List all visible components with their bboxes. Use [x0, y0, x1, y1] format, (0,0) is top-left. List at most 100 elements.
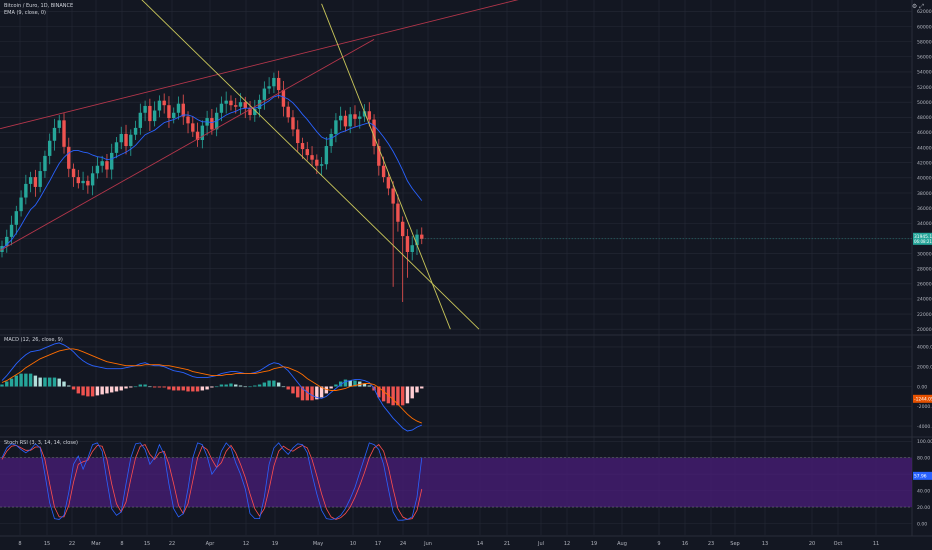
price-pane[interactable]: [0, 0, 912, 330]
candle-body: [124, 133, 128, 147]
macd-histogram-bar: [67, 385, 71, 387]
top-right-icons[interactable]: ⚙ ⤢: [912, 3, 924, 11]
candle-body: [43, 155, 47, 172]
stoch-value-tag: [913, 471, 932, 480]
macd-histogram-bar: [420, 386, 424, 389]
signal-line: [1, 348, 422, 424]
macd-histogram-bar: [86, 386, 90, 397]
candle-body: [324, 146, 329, 165]
x-tick-label: Aug: [617, 541, 627, 547]
macd-histogram-bar: [143, 384, 147, 387]
stoch-value-label: 57.96: [914, 473, 927, 479]
macd-histogram-bar: [71, 386, 76, 390]
candle-body: [238, 102, 243, 107]
macd-histogram-bar: [367, 385, 371, 387]
candle-body: [358, 116, 362, 119]
macd-histogram-bar: [276, 382, 281, 387]
candle-body: [415, 234, 419, 246]
x-tick-label: 12: [564, 541, 570, 547]
x-tick-label: Mar: [91, 541, 101, 547]
macd-histogram-bar: [381, 386, 386, 402]
candle-body: [229, 100, 233, 106]
candle-body: [38, 171, 42, 187]
y-tick-label: 56000.00: [917, 55, 932, 61]
x-tick-label: Apr: [206, 541, 216, 547]
macd-histogram-bar: [348, 380, 352, 387]
candle-body: [129, 134, 133, 147]
macd-histogram-bar: [28, 373, 33, 387]
channel-lower-line: [0, 38, 375, 251]
macd-histogram-bar: [219, 384, 224, 387]
y-tick-label: 46000.00: [917, 130, 932, 136]
candle-body: [9, 224, 14, 237]
candle-body: [396, 203, 400, 222]
candle-body: [28, 177, 33, 184]
candle-body: [286, 106, 290, 118]
macd-histogram-bar: [152, 386, 157, 388]
candle-body: [300, 143, 305, 150]
stoch-d-line: [1, 444, 423, 520]
macd-histogram-bar: [358, 381, 362, 387]
macd-histogram-bar: [286, 386, 290, 390]
macd-histogram-bar: [14, 375, 19, 387]
candle-body: [348, 114, 352, 127]
macd-histogram-bar: [19, 373, 23, 387]
macd-histogram-bar: [133, 386, 138, 388]
macd-histogram-bar: [195, 386, 200, 392]
macd-histogram-bar: [267, 380, 271, 387]
macd-histogram-bar: [405, 386, 410, 404]
x-tick-label: Sep: [730, 541, 739, 547]
macd-histogram-bar: [224, 384, 228, 387]
y-tick-label: 24000.00: [917, 297, 932, 303]
chart-settings-icon[interactable]: ⚙: [911, 3, 918, 10]
macd-pane[interactable]: [0, 342, 424, 432]
candle-body: [81, 180, 85, 184]
stoch-band: [0, 457, 912, 508]
x-tick-label: May: [313, 541, 323, 547]
candle-body: [143, 105, 147, 113]
candle-body: [90, 173, 95, 186]
candle-body: [338, 115, 343, 121]
x-tick-label: 21: [504, 541, 510, 547]
y-tick-label: 80.00: [917, 456, 930, 462]
stoch-pane[interactable]: [0, 442, 912, 521]
y-tick-label: 0.00: [917, 384, 927, 390]
macd-histogram-bar: [291, 386, 295, 394]
candle-body: [296, 129, 300, 144]
candle-body: [162, 100, 166, 106]
y-tick-label: 4000.00: [917, 345, 932, 351]
macd-histogram-bar: [48, 377, 52, 387]
x-tick-label: 24: [400, 541, 406, 547]
y-tick-label: 20.00: [917, 505, 930, 511]
candle-body: [243, 102, 247, 109]
macd-histogram-bar: [281, 386, 286, 388]
x-tick-label: 22: [69, 541, 75, 547]
candle-body: [167, 105, 171, 119]
downtrend-line: [141, 0, 480, 330]
x-tick-label: 13: [762, 541, 768, 547]
x-tick-label: Jul: [537, 541, 544, 547]
candle-body: [310, 155, 314, 160]
candle-body: [114, 142, 119, 153]
candle-body: [248, 108, 252, 116]
candle-body: [67, 146, 71, 169]
macd-histogram-bar: [334, 384, 338, 387]
candle-body: [224, 100, 228, 104]
candle-body: [148, 105, 152, 122]
macd-histogram-bar: [296, 386, 300, 398]
macd-legend: MACD (12, 26, close, 9): [4, 337, 63, 343]
candle-body: [57, 120, 61, 128]
y-tick-label: 60000.00: [917, 24, 932, 30]
y-tick-label: 20000.00: [917, 327, 932, 333]
candle-body: [291, 117, 295, 130]
candle-body: [24, 183, 28, 198]
last-price-countdown: 06:08:21: [914, 239, 932, 244]
candle-body: [157, 100, 162, 111]
macd-histogram-bar: [229, 383, 233, 387]
candle-body: [105, 161, 109, 170]
macd-histogram-bar: [105, 386, 109, 394]
macd-histogram-bar: [248, 386, 252, 388]
macd-histogram-bar: [110, 386, 114, 393]
fullscreen-icon[interactable]: ⤢: [919, 3, 924, 10]
